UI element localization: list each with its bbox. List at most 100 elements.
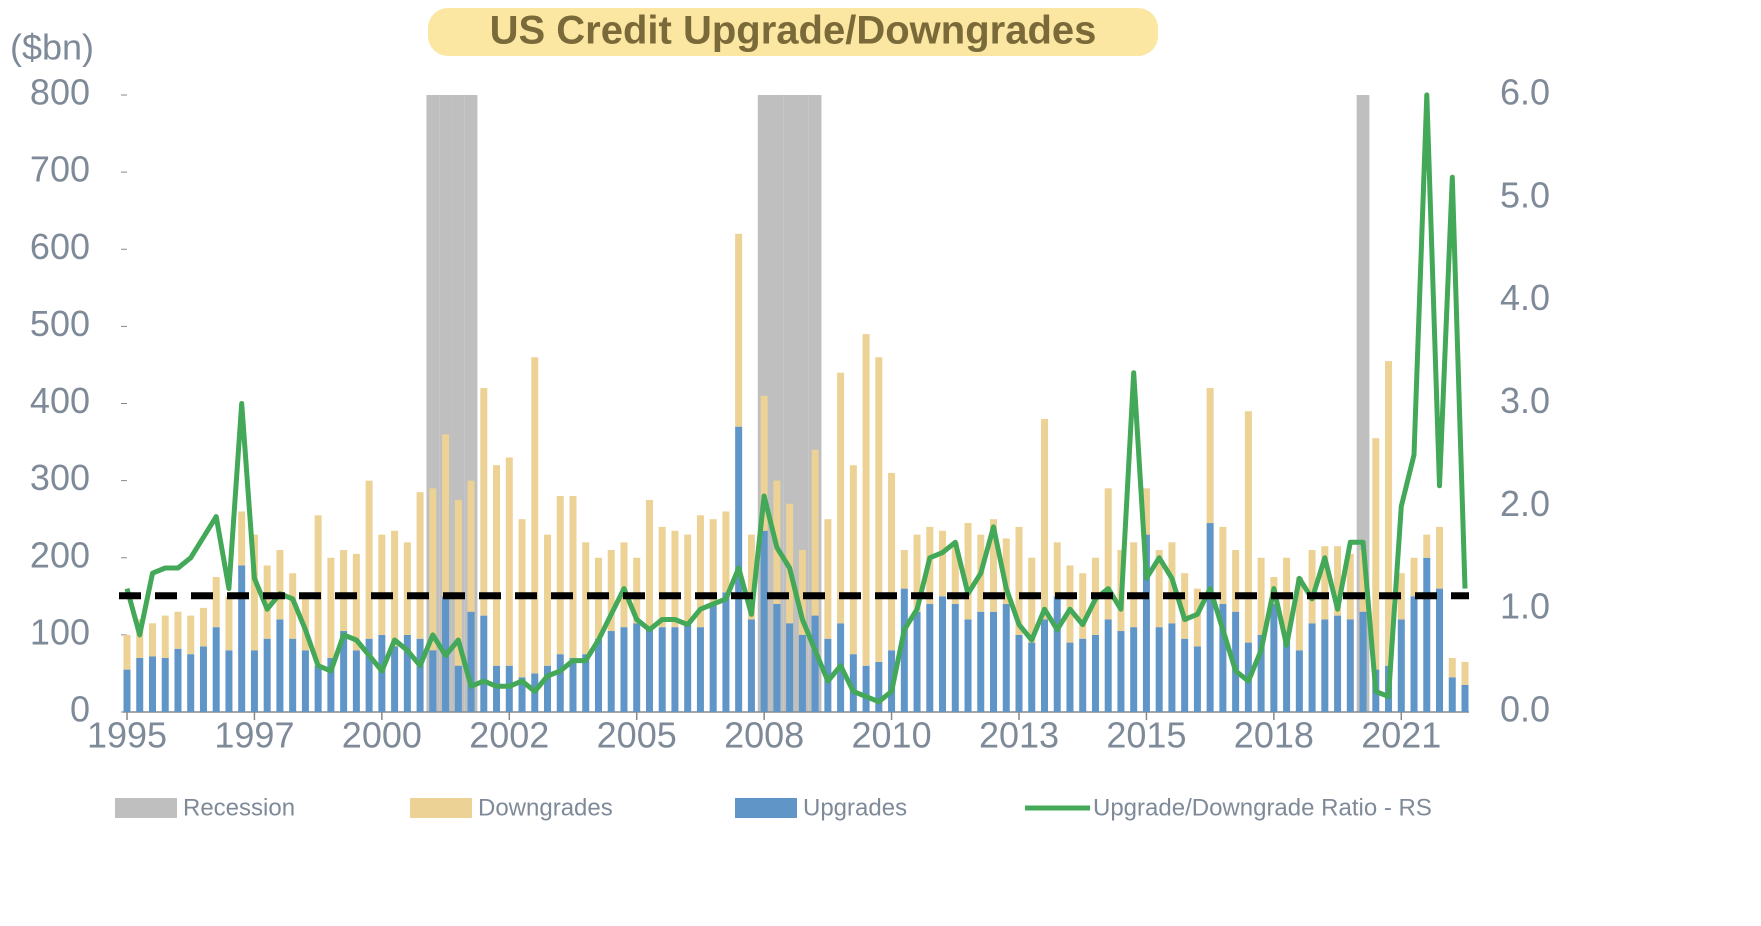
bar	[582, 542, 590, 655]
bar	[990, 611, 998, 712]
bar	[1168, 623, 1176, 712]
bar	[1372, 438, 1380, 670]
bar	[696, 515, 704, 628]
bar	[1130, 627, 1138, 712]
bar	[633, 557, 641, 624]
bar	[1257, 634, 1265, 712]
bar	[849, 654, 857, 712]
bar	[773, 604, 781, 712]
bar	[556, 654, 564, 712]
x-tick-label: 2008	[724, 715, 804, 756]
bar	[1232, 550, 1240, 612]
bar	[403, 634, 411, 712]
bar	[416, 638, 424, 712]
bar	[1155, 550, 1163, 628]
bar	[1193, 646, 1201, 712]
bar	[327, 557, 335, 659]
bar	[1028, 642, 1036, 712]
bar	[1079, 573, 1087, 639]
bar	[1066, 642, 1074, 712]
bar	[123, 634, 131, 670]
bar	[1002, 604, 1010, 712]
bar	[442, 434, 450, 597]
bar	[1015, 634, 1023, 712]
bar	[365, 638, 373, 712]
bar	[225, 650, 233, 712]
chart-title: US Credit Upgrade/Downgrades	[490, 9, 1097, 53]
bar	[862, 665, 870, 712]
y-tick-label: 400	[30, 380, 90, 421]
bar	[518, 677, 526, 712]
bar	[493, 465, 501, 666]
bar	[263, 638, 271, 712]
bar	[1359, 550, 1367, 612]
bar	[1206, 388, 1214, 524]
x-tick-label: 2002	[469, 715, 549, 756]
bar	[199, 646, 207, 712]
bar	[493, 665, 501, 712]
bar	[1066, 565, 1074, 643]
y-tick-label: 200	[30, 534, 90, 575]
bar	[900, 550, 908, 589]
y-tick-label: 100	[30, 611, 90, 652]
bar	[314, 515, 322, 666]
y-tick-label: 500	[30, 303, 90, 344]
bar	[454, 499, 462, 666]
ratio-line	[124, 92, 1468, 705]
bar	[569, 496, 577, 659]
bar	[926, 604, 934, 712]
bar	[837, 372, 845, 624]
bar	[798, 634, 806, 712]
bar	[1181, 638, 1189, 712]
bar	[1002, 538, 1010, 605]
y2-tick-label: 0.0	[1500, 689, 1550, 730]
x-tick-label: 2005	[597, 715, 677, 756]
bar	[1053, 542, 1061, 597]
bar	[1346, 619, 1354, 712]
bar	[556, 496, 564, 655]
x-tick-label: 2015	[1106, 715, 1186, 756]
bar	[480, 615, 488, 712]
bar	[888, 472, 896, 651]
bar	[1436, 588, 1444, 712]
bar	[123, 669, 131, 712]
bar	[645, 627, 653, 712]
bar	[429, 488, 437, 651]
bar	[645, 499, 653, 628]
legend-swatch	[410, 798, 472, 818]
bar	[1461, 661, 1469, 686]
bar	[607, 631, 615, 712]
bar	[161, 658, 169, 712]
bar	[964, 523, 972, 620]
y-tick-label: 300	[30, 457, 90, 498]
bar	[747, 619, 755, 712]
bar	[544, 534, 552, 666]
title-highlight	[428, 8, 1158, 56]
bar	[378, 534, 386, 635]
bar	[1283, 634, 1291, 712]
bar	[1423, 534, 1431, 558]
y2-tick-label: 4.0	[1500, 277, 1550, 318]
bar	[225, 596, 233, 651]
bar	[722, 592, 730, 712]
bar	[454, 665, 462, 712]
bar	[1334, 546, 1342, 616]
bar	[161, 615, 169, 659]
bar	[174, 648, 182, 712]
bar	[900, 588, 908, 712]
bar	[352, 650, 360, 712]
bar	[735, 233, 743, 427]
bar	[951, 604, 959, 712]
bar	[327, 658, 335, 712]
bar	[811, 615, 819, 712]
bar	[1397, 619, 1405, 712]
bar	[187, 615, 195, 655]
bar	[1219, 526, 1227, 605]
x-tick-label: 2000	[342, 715, 422, 756]
bar	[212, 577, 220, 628]
legend-swatch	[735, 798, 797, 818]
bar	[238, 511, 246, 566]
bar	[913, 611, 921, 712]
bar	[875, 661, 883, 712]
bar	[136, 619, 144, 659]
